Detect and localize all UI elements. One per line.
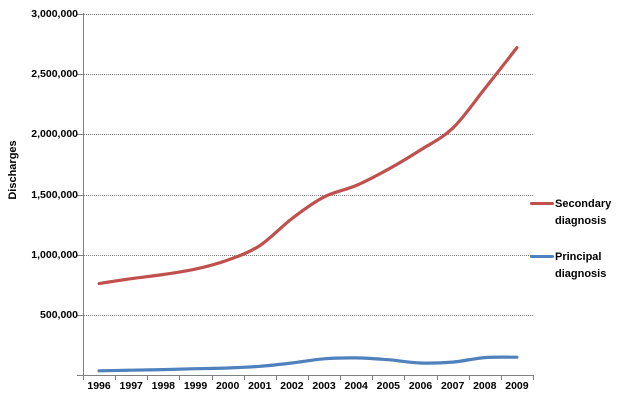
y-tick-label: 500,000 bbox=[40, 308, 78, 321]
legend-line-marker-icon bbox=[530, 202, 554, 205]
legend-label: Principal diagnosis bbox=[555, 251, 607, 280]
x-tick-label: 2006 bbox=[408, 380, 433, 392]
legend-label: Secondary diagnosis bbox=[555, 198, 612, 227]
x-tick-label: 2003 bbox=[312, 380, 336, 392]
legend-entry: Secondary diagnosis bbox=[528, 196, 618, 230]
y-tick-label: 1,500,000 bbox=[31, 188, 78, 201]
x-tick-label: 1998 bbox=[151, 380, 176, 392]
x-tick-label: 2004 bbox=[344, 380, 368, 392]
x-tick-label: 2000 bbox=[215, 380, 240, 392]
x-tick-label: 1996 bbox=[87, 380, 111, 392]
y-tick-label: 1,000,000 bbox=[31, 248, 78, 261]
x-tick-label: 1997 bbox=[119, 380, 143, 392]
y-tick-label: 3,000,000 bbox=[31, 8, 78, 20]
x-tick-label: 2009 bbox=[505, 380, 529, 392]
x-tick-label: 2008 bbox=[473, 380, 497, 392]
series-line-secondary-diagnosis bbox=[97, 46, 519, 286]
y-tick-label: 2,500,000 bbox=[31, 68, 78, 81]
series-line-principal-diagnosis bbox=[97, 355, 519, 373]
x-tick-label: 2005 bbox=[376, 380, 401, 392]
x-tick-label: 2002 bbox=[280, 380, 304, 392]
x-tick-label: 2001 bbox=[248, 380, 272, 392]
x-tick-label: 2007 bbox=[440, 380, 465, 392]
x-tick-label: 1999 bbox=[183, 380, 208, 392]
legend-entry: Principal diagnosis bbox=[528, 249, 618, 283]
y-tick-label: 2,000,000 bbox=[31, 128, 78, 141]
legend-line-marker-icon bbox=[530, 255, 554, 258]
